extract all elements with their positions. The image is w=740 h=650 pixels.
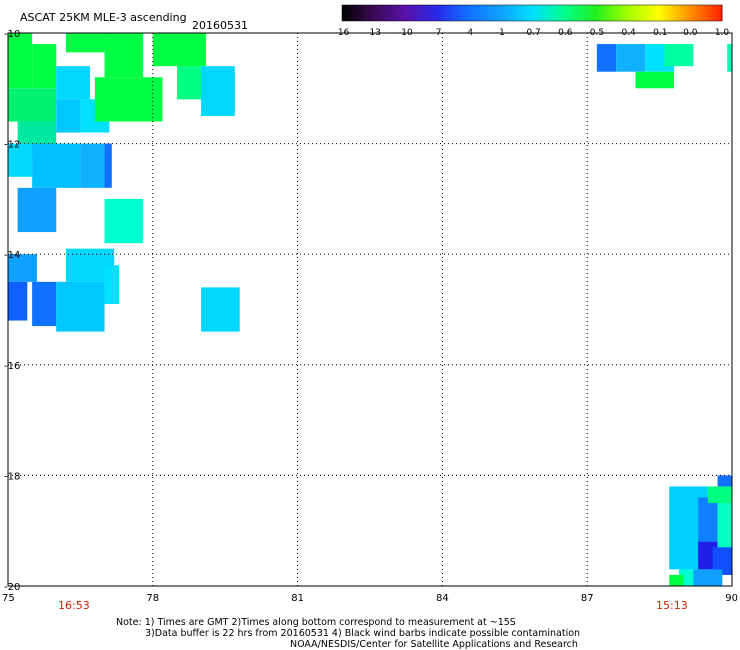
x-tick-label-2: 81 [291, 593, 304, 604]
data-cell-24 [104, 265, 120, 304]
x-tick-label-3: 84 [436, 593, 449, 604]
data-cell-7 [8, 143, 33, 177]
data-cell-0 [8, 33, 33, 89]
data-cell-15 [94, 77, 163, 122]
x-tick-label-5: 90 [725, 593, 738, 604]
data-cell-10 [104, 143, 112, 188]
data-cell-16 [152, 33, 206, 67]
note-line-1: Note: 1) Times are GMT 2)Times along bot… [116, 617, 516, 628]
data-cell-5 [56, 99, 81, 133]
data-cell-9 [80, 143, 105, 188]
data-cell-4 [56, 66, 91, 100]
x-tick-label-1: 78 [146, 593, 159, 604]
data-cell-2 [8, 88, 57, 122]
time-label-left: 16:53 [58, 599, 90, 612]
data-cell-1 [32, 44, 57, 89]
data-cell-22 [56, 281, 105, 332]
data-cell-25 [201, 287, 240, 332]
data-cells [8, 33, 732, 586]
data-cell-40 [693, 569, 723, 586]
time-label-right: 15:13 [656, 599, 688, 612]
data-cell-38 [712, 547, 732, 575]
data-cell-19 [8, 254, 37, 282]
colorbar-gradient [341, 4, 723, 22]
product-title: ASCAT 25KM MLE-3 ascending [20, 11, 187, 24]
data-cell-21 [32, 281, 57, 327]
data-cell-17 [176, 66, 202, 100]
colorbar-swatches [341, 4, 723, 22]
note-line-3: NOAA/NESDIS/Center for Satellite Applica… [290, 639, 578, 650]
y-tick-label-5: -20 [4, 582, 20, 593]
data-cell-8 [32, 143, 81, 188]
data-cell-31 [727, 44, 732, 72]
data-cell-29 [664, 44, 694, 67]
data-cell-20 [8, 281, 28, 321]
data-cell-12 [104, 198, 144, 244]
y-tick-labels: -10 -12 -14 -16 -18 -20 [4, 29, 20, 593]
data-cell-30 [635, 71, 675, 89]
data-cell-13 [65, 33, 105, 53]
data-cell-11 [17, 187, 57, 233]
y-tick-label-2: -14 [4, 250, 20, 261]
x-tick-label-0: 75 [2, 593, 15, 604]
data-cell-14 [104, 33, 144, 78]
data-cell-35 [707, 486, 732, 504]
data-cell-18 [201, 66, 235, 116]
y-tick-label-4: -18 [4, 471, 20, 482]
data-cell-41 [669, 574, 684, 586]
x-tick-labels: 75 78 81 84 87 90 [2, 593, 738, 604]
product-date: 20160531 [192, 19, 248, 32]
x-tick-label-4: 87 [581, 593, 594, 604]
note-line-2: 3)Data buffer is 22 hrs from 20160531 4)… [145, 628, 581, 639]
plot-frame [7, 32, 733, 587]
y-tick-label-1: -12 [4, 140, 20, 151]
data-cell-26 [596, 44, 617, 72]
y-tick-label-0: -10 [4, 29, 20, 40]
data-cell-27 [616, 44, 646, 72]
data-cell-37 [698, 541, 718, 570]
data-cell-36 [717, 475, 732, 487]
lat-lon-grid [8, 33, 732, 586]
y-tick-label-3: -16 [4, 361, 20, 372]
